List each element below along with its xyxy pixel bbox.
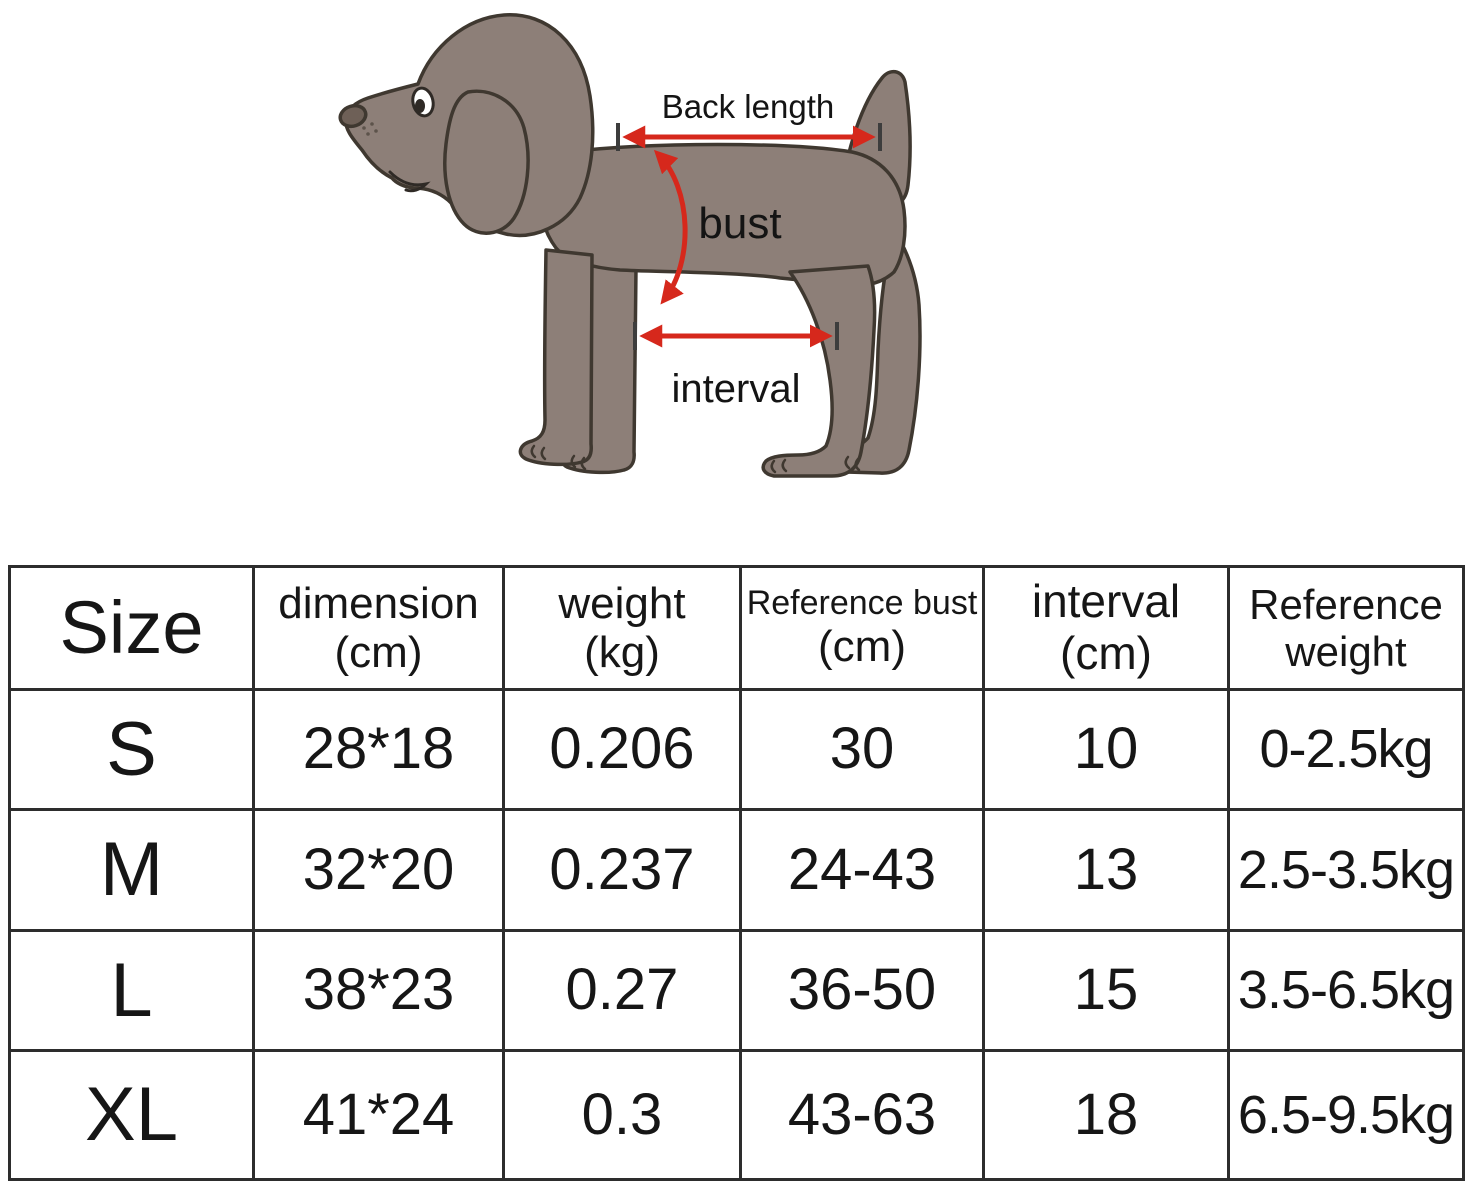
table-row-xl: XL 41*24 0.3 43-63 18 6.5-9.5kg: [8, 1049, 1465, 1181]
header-reference-bust: Reference bust (cm): [739, 565, 985, 691]
cell-size: S: [8, 688, 255, 811]
bust-label: bust: [698, 199, 781, 248]
cell-reference-weight: 3.5-6.5kg: [1227, 929, 1465, 1052]
header-weight: weight (kg): [502, 565, 742, 691]
cell-interval: 13: [982, 808, 1230, 932]
table-row-m: M 32*20 0.237 24-43 13 2.5-3.5kg: [8, 808, 1465, 932]
cell-reference-bust: 24-43: [739, 808, 985, 932]
dog-near-hind-leg: [761, 264, 877, 478]
dog-mouth: [388, 170, 431, 193]
dog-near-front-leg: [518, 248, 594, 467]
cell-weight: 0.237: [502, 808, 742, 932]
header-size: Size: [8, 565, 255, 691]
table-header-row: Size dimension (cm) weight (kg) Reference …: [8, 565, 1465, 691]
dog-measurement-diagram: Back length bust interval: [338, 13, 922, 478]
cell-interval: 10: [982, 688, 1230, 811]
interval-label: interval: [672, 367, 801, 411]
size-chart-table: Size dimension (cm) weight (kg) Reference …: [8, 565, 1465, 1181]
dog-nose: [338, 103, 368, 129]
cell-weight: 0.3: [502, 1049, 742, 1181]
cell-reference-bust: 30: [739, 688, 985, 811]
cell-size: XL: [8, 1049, 255, 1181]
table-row-s: S 28*18 0.206 30 10 0-2.5kg: [8, 688, 1465, 811]
cell-dimension: 41*24: [252, 1049, 505, 1181]
bust-curve-arrow: [653, 149, 688, 305]
dog-pupil: [415, 99, 425, 113]
cell-dimension: 28*18: [252, 688, 505, 811]
cell-size: M: [8, 808, 255, 932]
cell-reference-bust: 36-50: [739, 929, 985, 1052]
table-row-l: L 38*23 0.27 36-50 15 3.5-6.5kg: [8, 929, 1465, 1052]
measurement-annotations: Back length bust interval: [616, 88, 882, 411]
cell-weight: 0.206: [502, 688, 742, 811]
header-interval: interval (cm): [982, 565, 1230, 691]
cell-weight: 0.27: [502, 929, 742, 1052]
cell-dimension: 38*23: [252, 929, 505, 1052]
cell-interval: 18: [982, 1049, 1230, 1181]
back-length-label: Back length: [662, 88, 834, 125]
dog-face-details: [362, 86, 861, 474]
cell-reference-weight: 0-2.5kg: [1227, 688, 1465, 811]
cell-interval: 15: [982, 929, 1230, 1052]
cell-reference-weight: 6.5-9.5kg: [1227, 1049, 1465, 1181]
dog-ear: [443, 89, 530, 235]
cell-dimension: 32*20: [252, 808, 505, 932]
cell-reference-weight: 2.5-3.5kg: [1227, 808, 1465, 932]
header-dimension: dimension (cm): [252, 565, 505, 691]
header-reference-weight: Reference weight: [1227, 565, 1465, 691]
cell-size: L: [8, 929, 255, 1052]
cell-reference-bust: 43-63: [739, 1049, 985, 1181]
